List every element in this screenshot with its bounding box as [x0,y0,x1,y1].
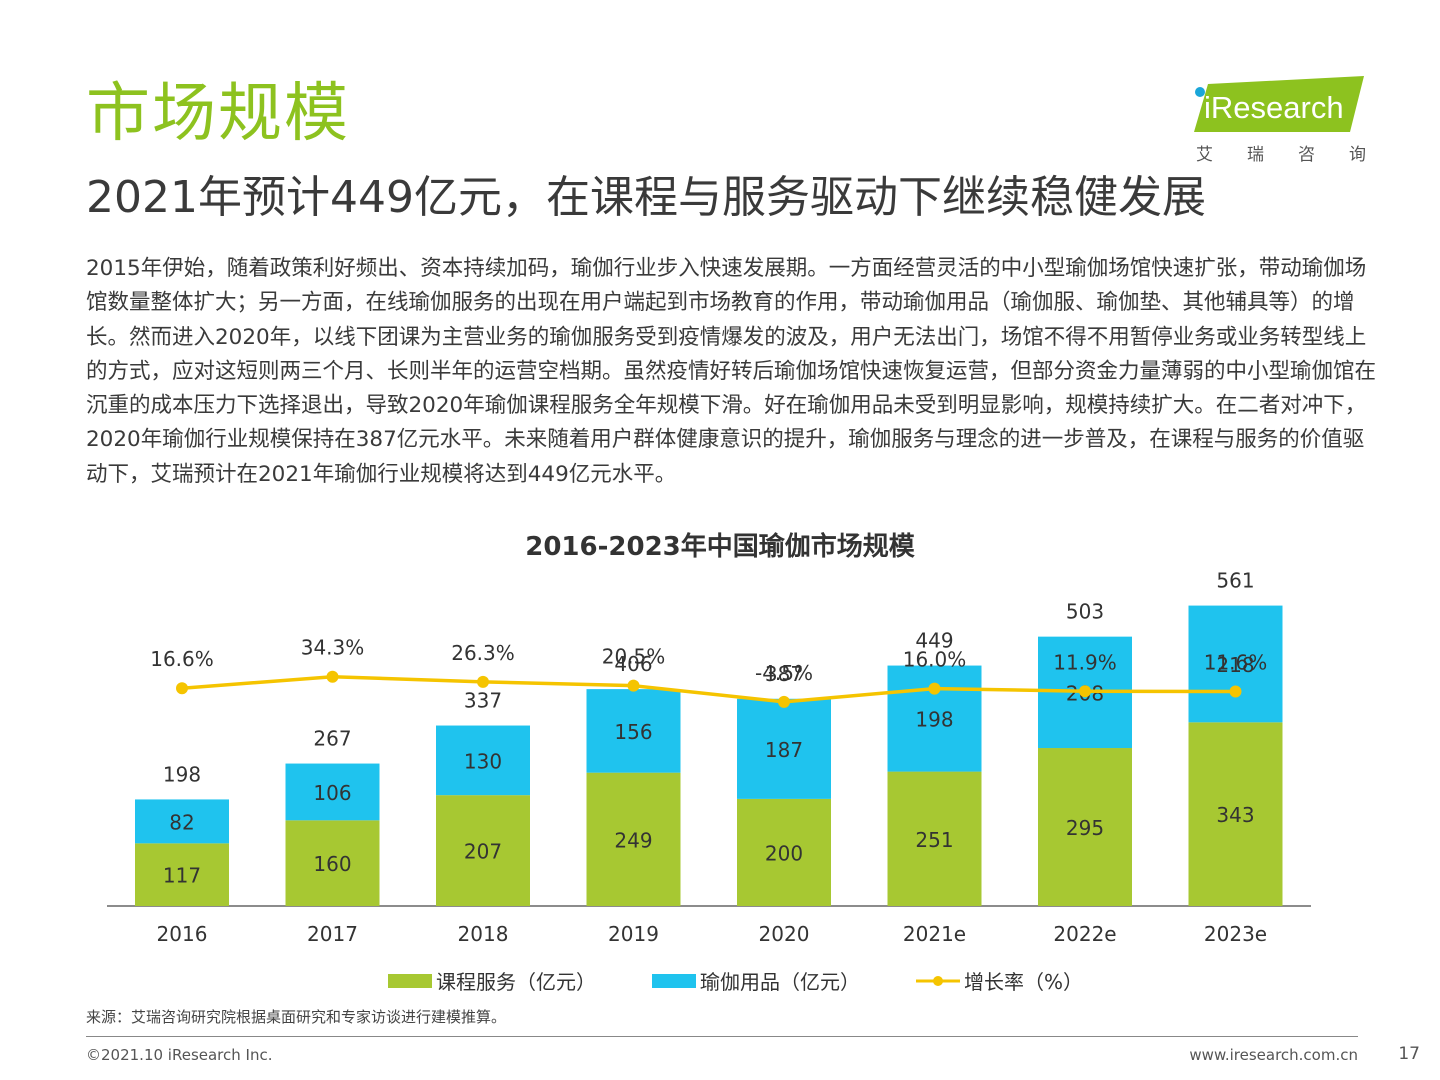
logo-cn-char: 瑞 [1247,145,1264,165]
bar-course-2022e [1038,748,1132,906]
legend-swatch-course [388,973,432,988]
label-course-2018: 207 [464,840,502,864]
label-total-2016: 198 [163,762,201,786]
legend-label-growth: 增长率（%） [964,970,1084,994]
source-note: 来源：艾瑞咨询研究院根据桌面研究和专家访谈进行建模推算。 [86,1008,507,1026]
label-total-2021e: 449 [915,629,953,653]
label-total-2020: 387 [765,662,803,686]
label-products-2021e: 198 [915,708,953,732]
growth-line [181,674,1236,704]
label-products-2018: 130 [464,749,502,773]
bar-course-2017 [285,820,380,906]
x-tick-2023e: 2023e [1204,922,1267,946]
growth-point-2021e [928,682,941,695]
page-subtitle: 2021年预计449亿元，在课程与服务驱动下继续稳健发展 [86,172,1206,223]
website: www.iresearch.com.cn [1189,1046,1358,1064]
label-course-2021e: 251 [915,828,953,852]
bar-course-2021e [887,771,982,906]
growth-point-2023e [1229,685,1242,698]
bar-products-2023e [1188,605,1283,723]
growth-label-2018: 26.3% [451,641,515,665]
x-tick-2020: 2020 [759,922,810,946]
chart-legend: 课程服务（亿元） 瑜伽用品（亿元） 增长率（%） [388,966,1139,995]
growth-label-2022e: 11.9% [1053,650,1117,674]
logo-cn-char: 询 [1349,145,1366,165]
bar-products-2016 [135,799,229,844]
bar-course-2016 [135,843,229,906]
x-tick-2021e: 2021e [903,922,966,946]
bar-course-2023e [1188,722,1283,906]
x-tick-2019: 2019 [608,922,659,946]
x-tick-2022e: 2022e [1053,922,1116,946]
growth-label-2019: 20.5% [602,645,666,669]
label-course-2023e: 343 [1216,803,1254,827]
logo-cn-char: 艾 [1196,145,1213,165]
label-products-2020: 187 [765,738,803,762]
bar-products-2020 [737,698,831,799]
growth-label-2016: 16.6% [150,647,214,671]
page-number: 17 [1398,1044,1420,1064]
footer-divider [86,1036,1358,1037]
label-total-2019: 406 [614,652,652,676]
label-total-2023e: 561 [1216,569,1254,593]
legend-item-course: 课程服务（亿元） [388,966,596,995]
label-total-2017: 267 [313,727,351,751]
label-course-2020: 200 [765,841,803,865]
x-tick-2016: 2016 [157,922,208,946]
growth-label-2023e: 11.6% [1204,650,1268,674]
growth-label-2021e: 16.0% [903,648,967,672]
growth-label-2020: -4.5% [755,661,813,685]
label-products-2019: 156 [614,720,652,744]
label-course-2019: 249 [614,828,652,852]
bar-products-2019 [586,689,681,773]
bar-course-2018 [436,795,530,906]
label-products-2023e: 218 [1216,653,1254,677]
label-products-2017: 106 [313,781,351,805]
bar-course-2020 [737,798,831,906]
label-total-2022e: 503 [1066,600,1104,624]
growth-point-2016 [176,682,188,695]
label-course-2016: 117 [163,864,201,888]
label-course-2017: 160 [313,852,351,876]
bar-products-2017 [285,763,380,821]
legend-swatch-products [652,973,696,988]
bar-course-2019 [586,772,681,906]
growth-point-2017 [326,670,339,683]
legend-label-course: 课程服务（亿元） [436,970,596,994]
legend-swatch-growth [916,975,960,986]
legend-label-products: 瑜伽用品（亿元） [700,970,860,994]
growth-point-2022e [1079,685,1091,698]
legend-item-growth: 增长率（%） [916,966,1083,995]
market-size-chart: 117 82 198 2016 160 106 267 2017 207 130 337 2018 24… [107,569,1311,946]
bar-products-2018 [436,725,530,796]
x-tick-2018: 2018 [458,922,509,946]
iresearch-logo: iResearch [1194,76,1364,132]
copyright: ©2021.10 iResearch Inc. [86,1046,273,1064]
growth-point-2020 [778,695,790,708]
growth-label-2017: 34.3% [301,636,365,660]
logo-cn-char: 咨 [1298,145,1315,165]
chart-title: 2016-2023年中国瑜伽市场规模 [525,532,915,562]
label-total-2018: 337 [464,689,502,713]
label-products-2016: 82 [169,810,194,834]
growth-point-2019 [627,679,640,692]
x-tick-2017: 2017 [307,922,358,946]
body-paragraph: 2015年伊始，随着政策利好频出、资本持续加码，瑜伽行业步入快速发展期。一方面经… [86,256,1377,487]
label-course-2022e: 295 [1066,816,1104,840]
legend-item-products: 瑜伽用品（亿元） [652,966,860,995]
logo-cn-text: 艾 瑞 咨 询 [1196,140,1366,165]
logo-brand-text: iResearch [1204,90,1344,125]
section-title: 市场规模 [86,77,350,151]
growth-point-2018 [477,675,489,688]
